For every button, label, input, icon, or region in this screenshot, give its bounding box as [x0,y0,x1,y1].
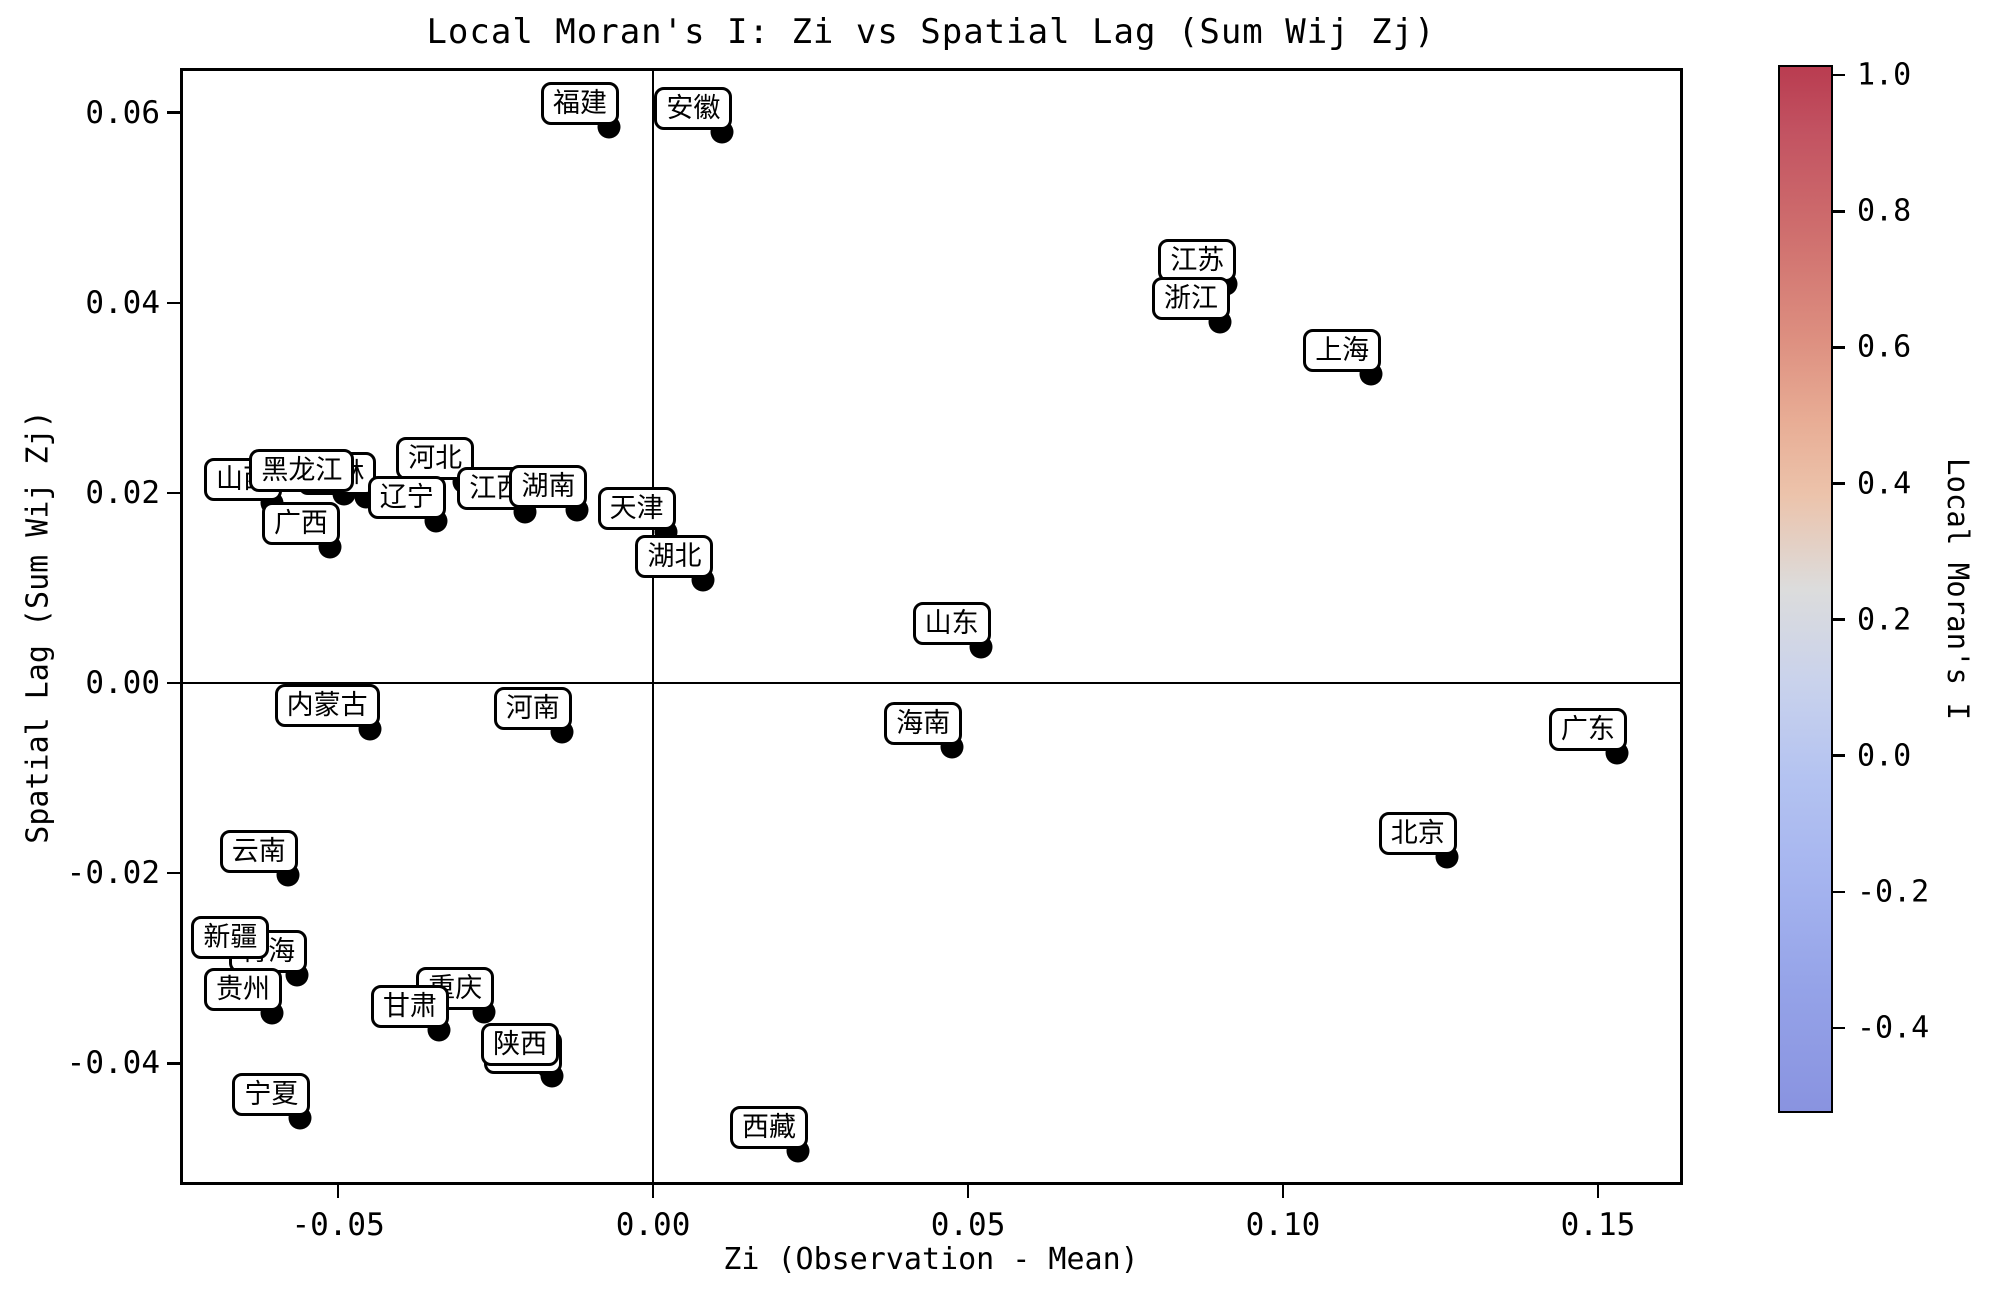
province-label: 西藏 [729,1105,808,1149]
x-tick-mark [966,1185,970,1198]
province-label: 江苏 [1158,238,1237,282]
y-axis-label: Spatial Lag (Sum Wij Zj) [20,410,56,844]
y-tick-label: 0.06 [85,94,160,131]
x-tick-label: 0.05 [930,1207,1006,1243]
province-label: 内蒙古 [274,683,380,727]
x-tick-mark [1596,1185,1600,1198]
province-label: 安徽 [654,86,733,130]
province-label: 广东 [1548,708,1627,752]
x-tick-label: 0.10 [1245,1207,1321,1243]
x-axis-label: Zi (Observation - Mean) [723,1242,1139,1277]
province-label: 湖南 [509,465,588,509]
x-tick-mark [336,1185,340,1198]
colorbar-tick-mark [1833,618,1845,621]
province-label: 广西 [261,502,340,546]
province-label: 上海 [1303,329,1382,373]
y-tick-label: 0.04 [85,284,160,321]
province-label: 河南 [493,686,572,730]
province-label: 甘肃 [370,985,449,1029]
province-label: 云南 [219,830,298,874]
colorbar-tick-label: 0.6 [1857,329,1912,365]
y-tick-mark [167,301,180,305]
chart-title: Local Moran's I: Zi vs Spatial Lag (Sum … [426,12,1436,52]
colorbar-tick-mark [1833,210,1845,213]
y-tick-label: -0.02 [66,855,160,892]
colorbar-tick-label: 1.0 [1857,57,1912,93]
x-tick-label: 0.15 [1560,1207,1636,1243]
province-label: 贵州 [203,967,282,1011]
y-tick-mark [167,111,180,114]
colorbar-tick-label: 0.8 [1857,193,1912,229]
y-tick-mark [167,871,180,875]
province-label: 海南 [884,701,963,745]
colorbar-tick-label: 0.2 [1857,602,1912,638]
colorbar-tick-mark [1833,890,1845,894]
x-tick-label: 0.00 [615,1207,691,1243]
x-tick-mark [1281,1185,1285,1198]
y-tick-mark [167,681,180,685]
province-label: 黑龙江 [249,448,355,492]
colorbar-tick-mark [1833,754,1845,757]
y-tick-mark [167,1062,180,1065]
province-label: 福建 [540,81,619,125]
province-label: 湖北 [635,535,714,579]
y-tick-label: -0.04 [66,1045,160,1082]
colorbar-tick-mark [1833,73,1845,77]
colorbar [1778,65,1833,1113]
colorbar-tick-label: -0.2 [1857,874,1930,910]
province-label: 辽宁 [367,475,446,519]
province-label: 新疆 [191,915,270,959]
x-tick-mark [651,1185,655,1198]
y-tick-mark [167,491,180,495]
province-label: 北京 [1378,812,1457,856]
province-label: 陕西 [481,1023,560,1067]
x-tick-label: -0.05 [291,1207,385,1243]
colorbar-tick-label: 0.0 [1857,738,1912,774]
colorbar-label: Local Moran's I [1941,458,1975,720]
province-label: 浙江 [1152,276,1231,320]
y-tick-label: 0.00 [85,665,160,702]
colorbar-tick-mark [1833,482,1845,485]
colorbar-tick-mark [1833,346,1845,349]
colorbar-tick-label: -0.4 [1857,1010,1930,1046]
province-label: 山东 [912,601,991,645]
colorbar-tick-label: 0.4 [1857,466,1912,502]
zero-line-horizontal [180,681,1683,685]
colorbar-tick-mark [1833,1026,1845,1030]
province-label: 宁夏 [232,1072,311,1116]
zero-line-vertical [651,68,655,1185]
province-label: 天津 [597,486,676,530]
y-tick-label: 0.02 [85,474,160,511]
